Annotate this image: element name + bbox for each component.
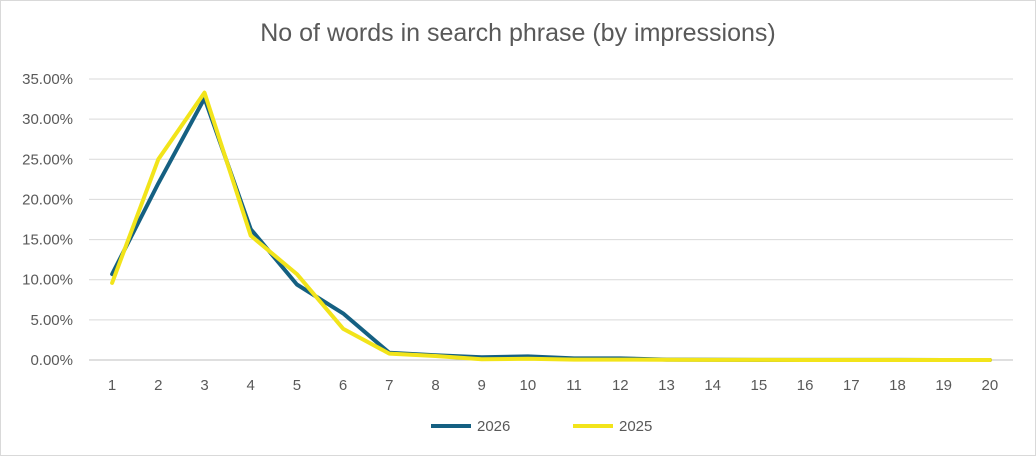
x-tick-label: 9 — [478, 377, 486, 394]
x-tick-label: 14 — [704, 377, 721, 394]
legend-label: 2025 — [619, 418, 652, 435]
y-tick-label: 0.00% — [30, 352, 73, 369]
x-tick-label: 13 — [658, 377, 675, 394]
x-tick-label: 20 — [982, 377, 999, 394]
series-line-2025 — [110, 90, 992, 362]
y-tick-label: 25.00% — [22, 151, 73, 168]
y-tick-label: 20.00% — [22, 191, 73, 208]
x-tick-label: 3 — [200, 377, 208, 394]
y-tick-label: 15.00% — [22, 232, 73, 249]
x-tick-label: 16 — [797, 377, 814, 394]
x-tick-label: 19 — [935, 377, 952, 394]
x-tick-label: 18 — [889, 377, 906, 394]
chart-title: No of words in search phrase (by impress… — [260, 19, 776, 47]
x-tick-label: 17 — [843, 377, 860, 394]
y-tick-label: 5.00% — [30, 312, 73, 329]
x-tick-label: 6 — [339, 377, 347, 394]
x-tick-label: 8 — [431, 377, 439, 394]
x-tick-label: 2 — [154, 377, 162, 394]
y-axis-tick-labels: 0.00% 5.00% 10.00% 15.00% 20.00% 25.00% 30.00%… — [22, 71, 73, 369]
x-tick-label: 7 — [385, 377, 393, 394]
x-axis-tick-labels: 1 2 3 4 5 6 7 8 9 10 11 12 13 14 15 16 17 18 19 20 — [108, 377, 998, 394]
legend: 2026 2025 — [431, 418, 652, 435]
y-tick-label: 10.00% — [22, 272, 73, 289]
x-tick-label: 5 — [293, 377, 301, 394]
x-tick-label: 15 — [751, 377, 768, 394]
y-tick-label: 30.00% — [22, 111, 73, 128]
x-tick-label: 1 — [108, 377, 116, 394]
x-tick-label: 10 — [520, 377, 537, 394]
y-tick-label: 35.00% — [22, 71, 73, 88]
x-tick-label: 4 — [247, 377, 255, 394]
legend-label: 2026 — [477, 418, 510, 435]
series-line-2026 — [110, 96, 992, 362]
gridlines — [89, 78, 1013, 361]
series-lines — [110, 90, 992, 362]
x-tick-label: 12 — [612, 377, 629, 394]
x-tick-label: 11 — [566, 377, 582, 394]
